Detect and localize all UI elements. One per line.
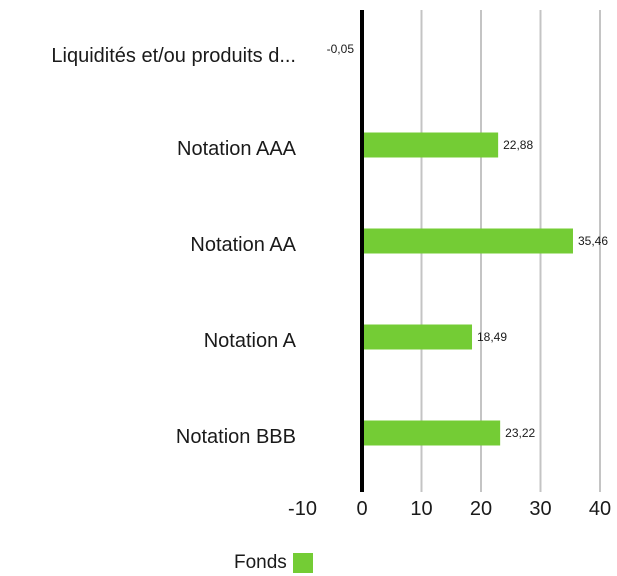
bar-1 xyxy=(362,133,498,158)
category-label-3: Notation A xyxy=(204,330,297,352)
data-label-4: 23,22 xyxy=(505,426,535,440)
x-tick-label-5: 40 xyxy=(589,498,611,520)
category-label-4: Notation BBB xyxy=(176,426,296,448)
x-tick-label-1: 0 xyxy=(356,498,367,520)
data-label-0: -0,05 xyxy=(327,42,355,56)
legend: Fonds xyxy=(234,550,313,576)
legend-swatch xyxy=(293,553,313,573)
bar-2 xyxy=(362,229,573,254)
category-labels: Liquidités et/ou produits d... Notation A… xyxy=(51,45,296,448)
bar-3 xyxy=(362,325,472,350)
legend-label: Fonds xyxy=(234,552,287,574)
category-label-1: Notation AAA xyxy=(177,138,297,160)
x-tick-label-0: -10 xyxy=(288,498,317,520)
x-tick-label-4: 30 xyxy=(529,498,551,520)
data-label-2: 35,46 xyxy=(578,234,608,248)
x-tick-label-3: 20 xyxy=(470,498,492,520)
category-label-2: Notation AA xyxy=(190,234,296,256)
category-label-0: Liquidités et/ou produits d... xyxy=(51,45,296,67)
bar-4 xyxy=(362,421,500,446)
data-label-3: 18,49 xyxy=(477,330,507,344)
x-tick-label-2: 10 xyxy=(410,498,432,520)
x-tick-labels: -10 0 10 20 30 40 xyxy=(288,498,611,520)
bar-chart: Liquidités et/ou produits d... Notation A… xyxy=(0,0,617,545)
data-label-1: 22,88 xyxy=(503,138,533,152)
